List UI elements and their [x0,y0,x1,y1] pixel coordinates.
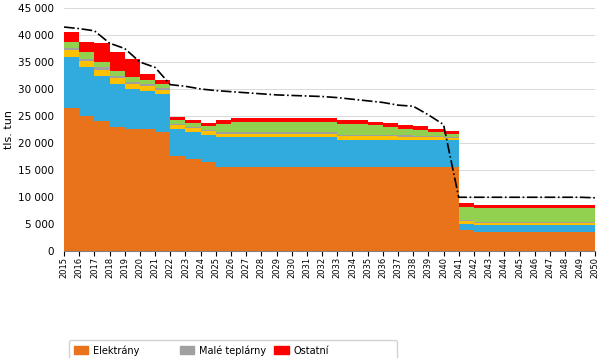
Y-axis label: tls. tun: tls. tun [4,110,14,149]
Legend: Elektrány, Velké teplárny, Střední teplárny, Malé teplárny, Závodní, Ostatní, "P: Elektrány, Velké teplárny, Střední teplá… [69,340,397,358]
